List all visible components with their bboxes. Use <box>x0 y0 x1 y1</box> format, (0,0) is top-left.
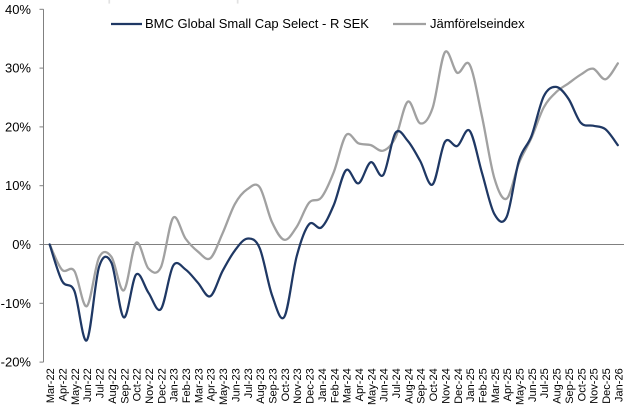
svg-text:Aug-24: Aug-24 <box>403 368 415 403</box>
svg-text:Dec-24: Dec-24 <box>453 368 465 403</box>
svg-text:Feb-24: Feb-24 <box>329 368 341 403</box>
svg-text:Jan-23: Jan-23 <box>169 368 181 402</box>
svg-text:Jan-26: Jan-26 <box>613 368 625 402</box>
svg-text:-10%: -10% <box>1 296 32 311</box>
svg-text:Sep-22: Sep-22 <box>119 368 131 403</box>
svg-text:BMC Global Small Cap Select -: BMC Global Small Cap Select - R SEK <box>145 16 369 31</box>
svg-text:Dec-25: Dec-25 <box>601 368 613 403</box>
svg-text:Mar-24: Mar-24 <box>342 368 354 403</box>
svg-text:Mar-25: Mar-25 <box>490 368 502 403</box>
svg-text:Nov-25: Nov-25 <box>589 368 601 403</box>
svg-text:May-25: May-25 <box>515 368 527 405</box>
svg-text:-20%: -20% <box>1 355 32 370</box>
svg-text:Mar-23: Mar-23 <box>193 368 205 403</box>
svg-text:Oct-22: Oct-22 <box>132 368 144 401</box>
svg-text:Jul-25: Jul-25 <box>539 368 551 398</box>
svg-text:Jun-24: Jun-24 <box>379 368 391 402</box>
svg-text:Dec-22: Dec-22 <box>156 368 168 403</box>
svg-text:Jul-22: Jul-22 <box>95 368 107 398</box>
svg-text:Aug-23: Aug-23 <box>255 368 267 403</box>
svg-text:Apr-23: Apr-23 <box>206 368 218 401</box>
svg-text:Jun-25: Jun-25 <box>527 368 539 402</box>
svg-text:Oct-24: Oct-24 <box>428 368 440 401</box>
svg-text:Dec-23: Dec-23 <box>305 368 317 403</box>
svg-text:Jul-23: Jul-23 <box>243 368 255 398</box>
svg-text:Apr-24: Apr-24 <box>354 368 366 401</box>
svg-text:Nov-22: Nov-22 <box>144 368 156 403</box>
svg-text:May-22: May-22 <box>70 368 82 405</box>
svg-text:Jun-23: Jun-23 <box>230 368 242 402</box>
svg-text:Oct-25: Oct-25 <box>576 368 588 401</box>
svg-text:Apr-25: Apr-25 <box>502 368 514 401</box>
svg-text:May-24: May-24 <box>366 368 378 405</box>
svg-text:Feb-25: Feb-25 <box>477 368 489 403</box>
svg-text:Apr-22: Apr-22 <box>58 368 70 401</box>
svg-text:Aug-22: Aug-22 <box>107 368 119 403</box>
svg-text:Feb-23: Feb-23 <box>181 368 193 403</box>
svg-text:Sep-24: Sep-24 <box>416 368 428 403</box>
svg-text:40%: 40% <box>5 2 31 17</box>
svg-text:Jul-24: Jul-24 <box>391 368 403 398</box>
svg-text:Sep-25: Sep-25 <box>564 368 576 403</box>
svg-text:20%: 20% <box>5 119 31 134</box>
svg-text:Nov-24: Nov-24 <box>440 368 452 403</box>
svg-text:Jan-24: Jan-24 <box>317 368 329 402</box>
svg-text:Jun-22: Jun-22 <box>82 368 94 402</box>
svg-text:0%: 0% <box>12 237 31 252</box>
svg-text:May-23: May-23 <box>218 368 230 405</box>
svg-text:Nov-23: Nov-23 <box>292 368 304 403</box>
svg-text:10%: 10% <box>5 178 31 193</box>
svg-text:30%: 30% <box>5 61 31 76</box>
svg-text:Jan-25: Jan-25 <box>465 368 477 402</box>
svg-text:Aug-25: Aug-25 <box>552 368 564 403</box>
svg-text:Jämförelseindex: Jämförelseindex <box>430 16 525 31</box>
svg-text:Mar-22: Mar-22 <box>45 368 57 403</box>
svg-text:Oct-23: Oct-23 <box>280 368 292 401</box>
svg-text:Sep-23: Sep-23 <box>267 368 279 403</box>
